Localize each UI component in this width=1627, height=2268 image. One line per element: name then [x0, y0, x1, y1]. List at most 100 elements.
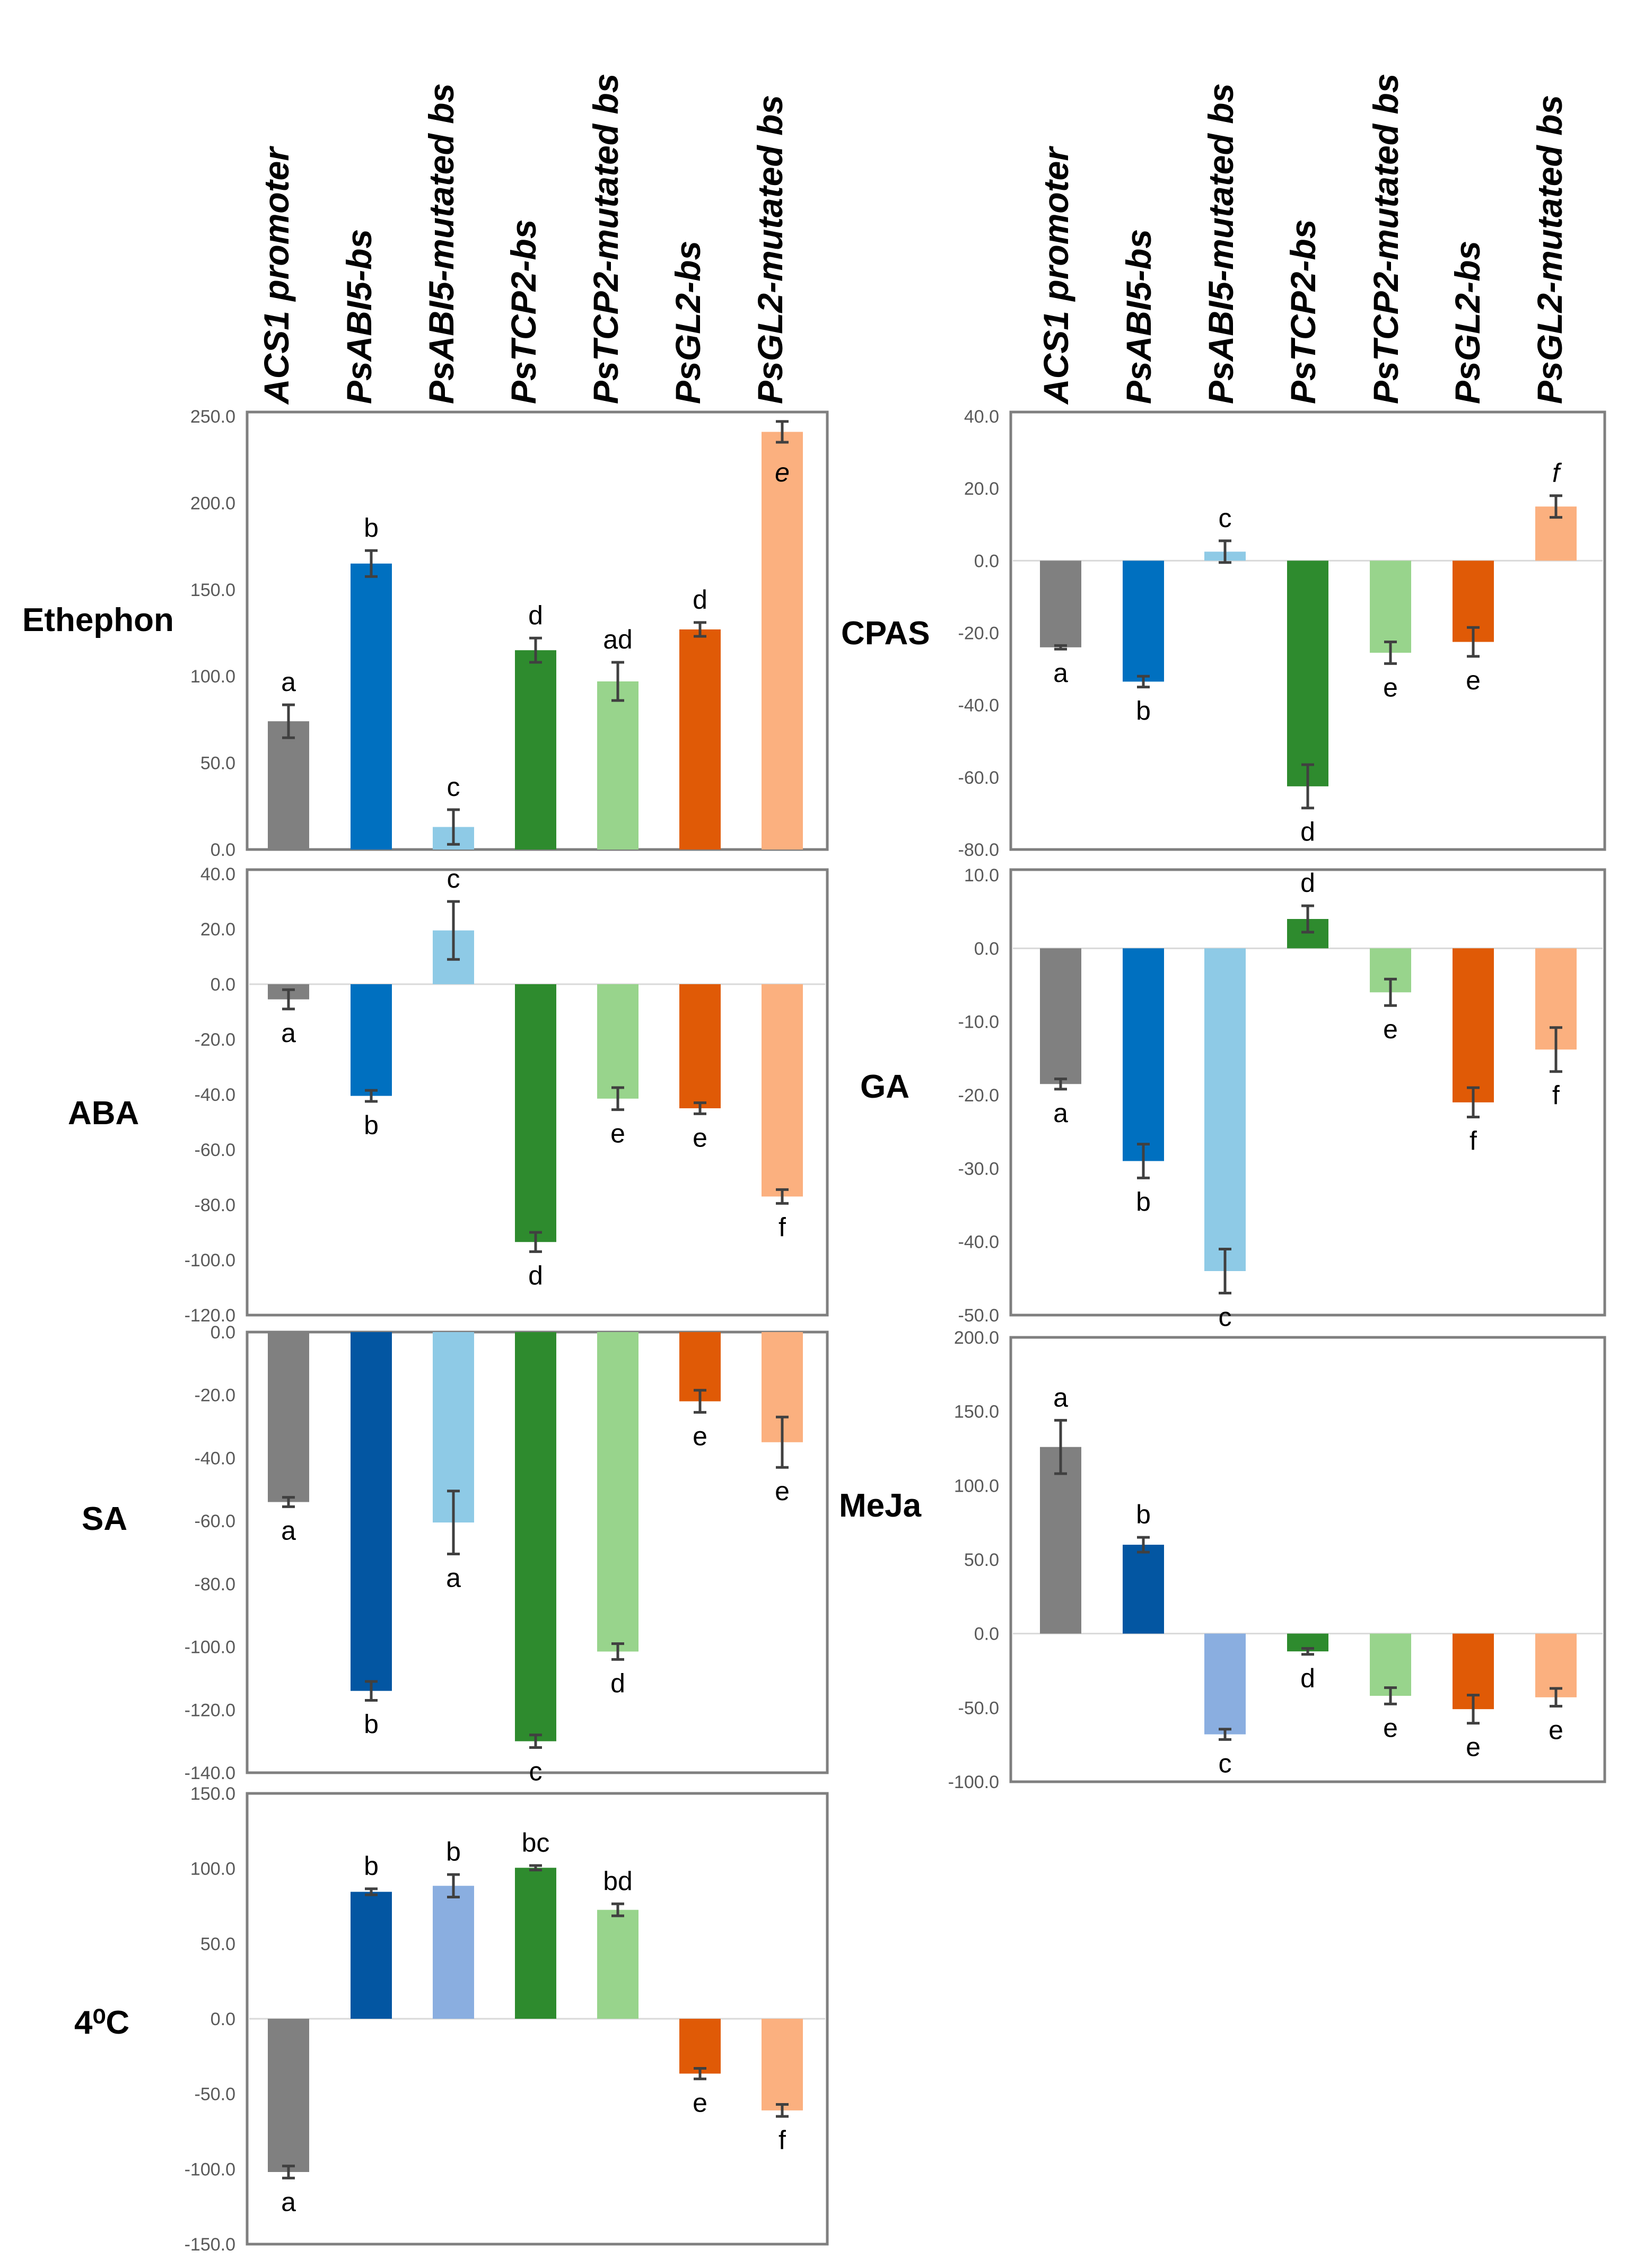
sig-label-4c-2: b — [364, 1851, 379, 1881]
y-tick-label-aba: 20.0 — [200, 920, 235, 940]
error-bar-aba-4 — [529, 1231, 542, 1253]
sig-label-4c-5: bd — [603, 1866, 633, 1896]
y-tick-label-cpas: -20.0 — [958, 624, 1000, 644]
error-bar-ga-3 — [1219, 1248, 1231, 1294]
bar-sa-1 — [268, 1332, 309, 1502]
left-header-psabi5-mutated-bs: PsABI5-mutated bs — [422, 83, 461, 404]
y-tick-label-sa: -100.0 — [185, 1637, 235, 1658]
bar-aba-7 — [762, 984, 803, 1197]
sig-label-meja-6: e — [1466, 1732, 1481, 1762]
y-tick-label-ga: 10.0 — [964, 865, 999, 886]
bar-ethephon-2 — [351, 563, 392, 850]
error-bar-meja-3 — [1219, 1728, 1231, 1741]
bar-ga-3 — [1204, 948, 1246, 1271]
error-bar-aba-7 — [776, 1188, 789, 1205]
y-tick-label-ga: -50.0 — [958, 1306, 1000, 1326]
sig-label-sa-1: a — [281, 1516, 296, 1545]
error-bar-meja-6 — [1467, 1694, 1480, 1725]
right-header-psabi5-bs: PsABI5-bs — [1119, 229, 1158, 404]
sig-label-cpas-3: c — [1219, 503, 1232, 533]
error-bar-ethephon-7 — [776, 420, 789, 444]
y-tick-label-aba: -20.0 — [195, 1030, 236, 1050]
error-bar-sa-3 — [447, 1490, 460, 1555]
error-bar-ethephon-5 — [611, 661, 624, 702]
y-tick-label-ethephon: 200.0 — [190, 493, 235, 513]
y-tick-label-ethephon: 150.0 — [190, 580, 235, 600]
sig-label-ethephon-4: d — [528, 600, 543, 630]
y-tick-label-meja: 150.0 — [954, 1402, 999, 1422]
y-tick-label-ga: 0.0 — [974, 939, 999, 959]
error-bar-sa-5 — [611, 1642, 624, 1661]
bar-4c-4 — [515, 1868, 556, 2019]
chart-panel-ethephon: 250.0 200.0 150.0 100.0 50.0 0.0 a b c d ad d e — [190, 407, 829, 860]
plot-frame-cpas — [1009, 410, 1606, 851]
error-bar-aba-1 — [282, 988, 295, 1011]
bar-4c-1 — [268, 2019, 309, 2172]
error-bar-meja-4 — [1301, 1647, 1314, 1656]
y-tick-label-cpas: 40.0 — [964, 407, 999, 427]
error-bar-ethephon-2 — [365, 549, 378, 578]
sig-label-sa-6: e — [693, 1421, 707, 1451]
chart-panel-4c: 150.0 100.0 50.0 0.0 -50.0 -100.0 -150.0 a b b bc b… — [185, 1784, 829, 2255]
chart-panel-sa: 0.0 -20.0 -40.0 -60.0 -80.0 -100.0 -120.0 -140.… — [185, 1323, 829, 1787]
sig-label-ethephon-5: ad — [603, 625, 633, 654]
bar-cpas-2 — [1123, 561, 1164, 682]
y-tick-label-aba: 0.0 — [211, 975, 235, 995]
y-tick-label-sa: 0.0 — [211, 1323, 235, 1343]
bar-4c-7 — [762, 2019, 803, 2111]
y-tick-label-meja: 200.0 — [954, 1328, 999, 1348]
sig-label-ethephon-2: b — [364, 513, 379, 542]
sig-label-meja-4: d — [1300, 1663, 1315, 1693]
bar-ethephon-4 — [515, 650, 556, 850]
y-tick-label-4c: -150.0 — [185, 2235, 235, 2255]
error-bar-cpas-3 — [1219, 539, 1231, 564]
panel-title-sa: SA — [82, 1501, 127, 1537]
error-bar-cpas-5 — [1384, 641, 1397, 665]
error-bar-ga-2 — [1137, 1143, 1150, 1179]
sig-label-aba-1: a — [281, 1018, 296, 1048]
y-tick-label-aba: -100.0 — [185, 1250, 235, 1271]
error-bar-4c-6 — [694, 2067, 706, 2080]
bar-ethephon-6 — [679, 629, 721, 850]
sig-label-ethephon-3: c — [447, 772, 460, 802]
y-tick-label-sa: -120.0 — [185, 1700, 235, 1720]
error-bar-sa-2 — [365, 1680, 378, 1702]
bar-sa-5 — [597, 1332, 638, 1652]
bar-sa-2 — [351, 1332, 392, 1691]
sig-label-ga-7: f — [1552, 1081, 1560, 1110]
right-header-acs1-promoter: ACS1 promoter — [1036, 146, 1075, 405]
sig-label-aba-7: f — [778, 1212, 786, 1242]
panel-title-ga: GA — [860, 1069, 909, 1105]
y-tick-label-4c: -100.0 — [185, 2159, 235, 2179]
chart-panel-cpas: 40.0 20.0 0.0 -20.0 -40.0 -60.0 -80.0 a b c d e e f — [958, 407, 1606, 860]
sig-label-ga-3: c — [1219, 1302, 1232, 1332]
error-bar-ga-1 — [1054, 1078, 1067, 1091]
error-bar-ga-4 — [1301, 904, 1314, 934]
error-bar-ga-7 — [1550, 1026, 1562, 1073]
y-tick-label-ga: -20.0 — [958, 1085, 1000, 1106]
left-column-headers: ACS1 promoter PsABI5-bs PsABI5-mutated b… — [257, 74, 790, 405]
bar-meja-1 — [1040, 1447, 1081, 1634]
bar-ethephon-5 — [597, 681, 638, 850]
y-tick-label-cpas: -40.0 — [958, 696, 1000, 716]
bar-ga-1 — [1040, 948, 1081, 1084]
error-bar-ga-6 — [1467, 1086, 1480, 1118]
bar-4c-2 — [351, 1892, 392, 2019]
sig-label-ethephon-6: d — [693, 585, 707, 615]
sig-label-meja-7: e — [1549, 1715, 1563, 1745]
y-tick-label-ga: -40.0 — [958, 1232, 1000, 1253]
left-header-psgl2-mutated-bs: PsGL2-mutated bs — [750, 95, 790, 404]
sig-label-sa-2: b — [364, 1709, 379, 1739]
sig-label-4c-4: bc — [522, 1828, 550, 1858]
error-bar-sa-7 — [776, 1415, 789, 1469]
sig-label-aba-3: c — [447, 864, 460, 894]
right-header-psgl2-mutated-bs: PsGL2-mutated bs — [1530, 95, 1569, 404]
y-tick-label-4c: 150.0 — [190, 1784, 235, 1804]
error-bar-ethephon-3 — [447, 808, 460, 846]
y-tick-label-ga: -30.0 — [958, 1159, 1000, 1179]
error-bar-cpas-7 — [1550, 494, 1562, 519]
sig-label-ga-1: a — [1053, 1098, 1068, 1128]
y-tick-label-ga: -10.0 — [958, 1012, 1000, 1032]
bar-aba-5 — [597, 984, 638, 1099]
y-tick-label-meja: 0.0 — [974, 1624, 999, 1644]
